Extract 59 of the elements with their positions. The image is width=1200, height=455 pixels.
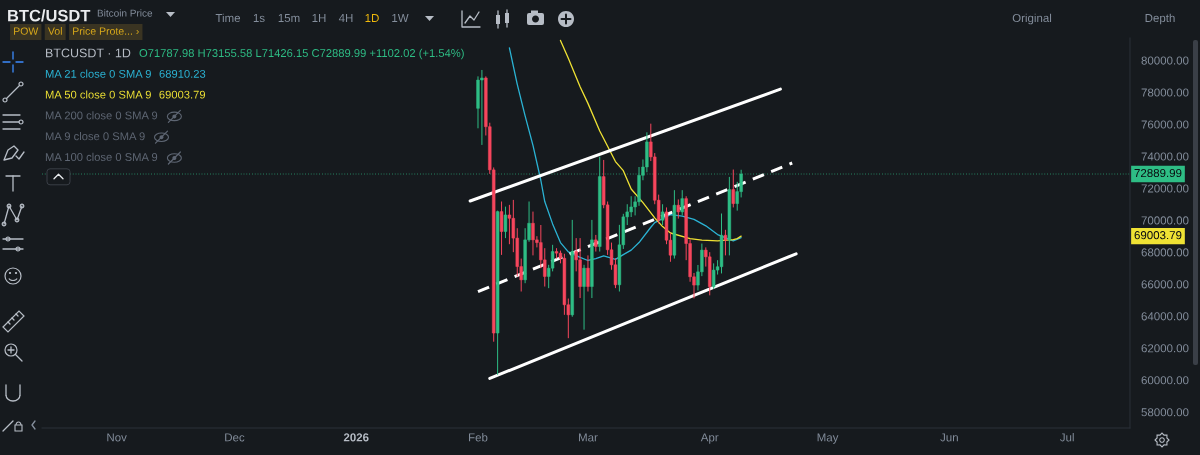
chart-title: BTC/USDT	[8, 9, 91, 22]
y-tick-label: 58000.00	[1141, 408, 1189, 417]
annotation: MA 200 close 0 SMA 9	[45, 111, 158, 120]
text: MA 21 close 0 SMA 9	[45, 69, 151, 78]
y-tick-label: 72000.00	[1141, 184, 1189, 193]
x-tick-label: 2026	[343, 433, 369, 442]
text: Original	[1012, 13, 1052, 25]
annotation: BTCUSDT · 1D	[46, 48, 131, 58]
x-tick-label: Apr	[700, 433, 719, 444]
y-tick-label: 64000.00	[1141, 312, 1189, 321]
candlestick	[586, 254, 590, 292]
x-tick-label: Jul	[1059, 433, 1074, 442]
text: Price Prote... ›	[73, 27, 139, 35]
candlestick	[503, 206, 508, 239]
y-tick-label: 78000.00	[1141, 88, 1189, 97]
candlestick	[723, 229, 728, 256]
ref-line-label: 72889.99	[1134, 168, 1182, 178]
annotation: O71787.98 H73155.58 L71426.15 C72889.99 +1102.02 (+1.54%)	[139, 48, 464, 60]
candlestick	[660, 203, 665, 226]
y-tick-label: 60000.00	[1141, 376, 1189, 385]
y-tick-label: 68000.00	[1141, 248, 1189, 257]
candlestick	[507, 204, 512, 245]
x-tick-label: Dec	[225, 433, 245, 442]
candlestick	[582, 264, 586, 331]
text: 15m	[278, 14, 300, 23]
annotation: MA 100 close 0 SMA 9	[45, 152, 158, 162]
text: 1D	[365, 14, 379, 22]
candlestick	[531, 211, 535, 256]
candlestick	[680, 189, 684, 216]
y-tick-label: 70000.00	[1141, 216, 1189, 225]
text: POW	[14, 27, 39, 35]
annotation: 69003.79	[159, 90, 206, 99]
y-tick-label: 80000.00	[1141, 56, 1189, 65]
x-tick-label: Mar	[579, 433, 598, 442]
y-tick-label: 76000.00	[1141, 120, 1189, 129]
text: MA 50 close 0 SMA 9	[45, 90, 151, 99]
x-tick-label: Feb	[469, 433, 488, 442]
text: 69003.79	[1134, 231, 1182, 240]
annotation: MA 9 close 0 SMA 9	[45, 131, 145, 141]
candlestick	[480, 69, 484, 146]
y-tick-label: 74000.00	[1141, 152, 1189, 161]
text: 1s	[253, 14, 265, 23]
text: Depth	[1145, 13, 1175, 25]
text: 1W	[392, 14, 409, 22]
y-tick-label: 62000.00	[1141, 344, 1189, 353]
line-series	[559, 39, 742, 242]
text: Time	[215, 13, 241, 23]
text: Vol	[47, 27, 62, 35]
chart-subtitle: Bitcoin Price	[97, 9, 153, 17]
candlestick	[711, 262, 716, 290]
x-tick-label: Jun	[940, 433, 958, 442]
text: 4H	[338, 14, 353, 22]
y-tick-label: 66000.00	[1141, 280, 1189, 289]
x-tick-label: Nov	[107, 433, 127, 442]
x-tick-label: May	[817, 433, 839, 444]
candlestick	[676, 198, 680, 220]
candlestick	[731, 169, 735, 208]
text: 1H	[312, 14, 326, 22]
annotation: 68910.23	[159, 69, 206, 78]
